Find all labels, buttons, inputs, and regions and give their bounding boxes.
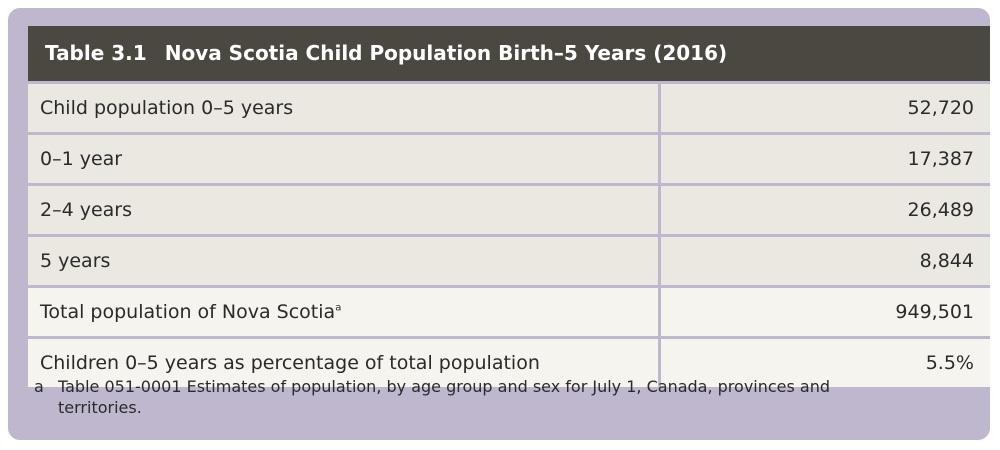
table-row: Children 0–5 years as percentage of tota… [28, 339, 990, 387]
row-label: 2–4 years [28, 186, 658, 234]
table-row: 2–4 years 26,489 [28, 186, 990, 234]
footnote-mark: a [34, 377, 44, 396]
table-row: 0–1 year 17,387 [28, 135, 990, 183]
row-label: 5 years [28, 237, 658, 285]
table-title-bar: Table 3.1 Nova Scotia Child Population Bi… [28, 26, 990, 81]
population-table: Table 3.1 Nova Scotia Child Population Bi… [28, 26, 990, 387]
row-label: Total population of Nova Scotiaa [28, 288, 658, 336]
row-label: 0–1 year [28, 135, 658, 183]
footnote-marker: a [335, 302, 342, 314]
table-row: 5 years 8,844 [28, 237, 990, 285]
row-value: 26,489 [661, 186, 990, 234]
row-label: Child population 0–5 years [28, 84, 658, 132]
table-row: Child population 0–5 years 52,720 [28, 84, 990, 132]
row-value: 8,844 [661, 237, 990, 285]
row-label: Children 0–5 years as percentage of tota… [28, 339, 658, 387]
row-value: 17,387 [661, 135, 990, 183]
footnote-text: Table 051-0001 Estimates of population, … [58, 377, 831, 417]
table-title: Nova Scotia Child Population Birth–5 Yea… [164, 41, 728, 65]
table-row: Total population of Nova Scotiaa 949,501 [28, 288, 990, 336]
table-footnote: a Table 051-0001 Estimates of population… [34, 376, 914, 418]
row-value: 52,720 [661, 84, 990, 132]
table-panel: Table 3.1 Nova Scotia Child Population Bi… [8, 8, 990, 440]
row-value: 5.5% [661, 339, 990, 387]
row-value: 949,501 [661, 288, 990, 336]
table-number: Table 3.1 [45, 41, 147, 65]
